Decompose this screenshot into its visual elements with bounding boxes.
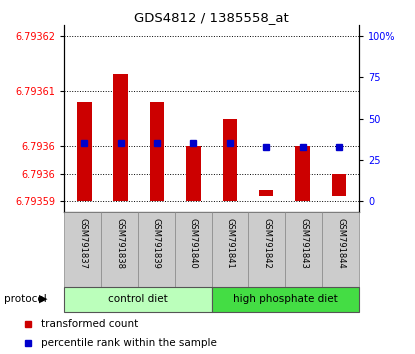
Bar [101, 212, 138, 287]
Bar [249, 212, 286, 287]
Bar [186, 146, 201, 201]
Text: percentile rank within the sample: percentile rank within the sample [42, 338, 217, 348]
Text: GSM791838: GSM791838 [115, 218, 124, 269]
Text: GSM791843: GSM791843 [299, 218, 308, 269]
Bar [64, 212, 101, 287]
Text: high phosphate diet: high phosphate diet [233, 294, 338, 304]
Text: transformed count: transformed count [42, 319, 139, 329]
Bar [259, 190, 273, 196]
Text: GSM791844: GSM791844 [336, 218, 345, 269]
Text: GSM791840: GSM791840 [189, 218, 198, 269]
Text: control diet: control diet [108, 294, 168, 304]
Bar [285, 212, 322, 287]
Bar [212, 212, 249, 287]
Bar [64, 287, 212, 312]
Bar [150, 102, 164, 201]
Text: ▶: ▶ [39, 294, 48, 304]
Bar [175, 212, 212, 287]
Text: GSM791839: GSM791839 [152, 218, 161, 269]
Text: protocol: protocol [4, 294, 47, 304]
Text: GSM791837: GSM791837 [78, 218, 87, 269]
Bar [138, 212, 175, 287]
Bar [322, 212, 359, 287]
Title: GDS4812 / 1385558_at: GDS4812 / 1385558_at [134, 11, 289, 24]
Bar [113, 74, 128, 201]
Bar [212, 287, 359, 312]
Text: GSM791842: GSM791842 [262, 218, 271, 269]
Bar [295, 146, 310, 201]
Text: GSM791841: GSM791841 [226, 218, 234, 269]
Bar [77, 102, 92, 201]
Bar [332, 174, 346, 196]
Bar [222, 119, 237, 201]
